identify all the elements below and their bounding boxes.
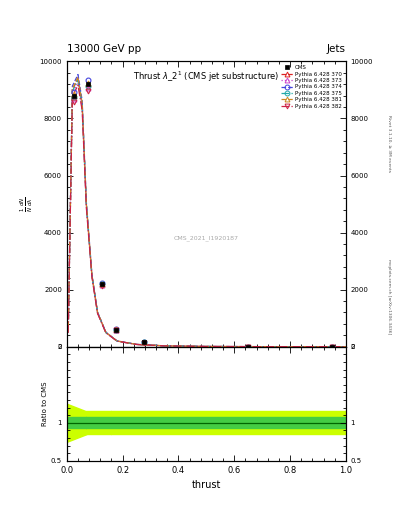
Text: Rivet 3.1.10, ≥ 3M events: Rivet 3.1.10, ≥ 3M events (387, 115, 391, 172)
CMS (85, 81, 90, 88)
X-axis label: thrust: thrust (192, 480, 221, 490)
Text: Jets: Jets (327, 44, 346, 54)
Legend: CMS, Pythia 6.428 370, Pythia 6.428 373, Pythia 6.428 374, Pythia 6.428 375, Pyt: CMS, Pythia 6.428 370, Pythia 6.428 373,… (279, 64, 343, 110)
CMS (329, 344, 334, 350)
Text: Thrust $\lambda\_2^1$ (CMS jet substructure): Thrust $\lambda\_2^1$ (CMS jet substruct… (133, 70, 279, 84)
CMS (72, 93, 76, 99)
CMS (99, 281, 104, 287)
Text: 13000 GeV pp: 13000 GeV pp (67, 44, 141, 54)
Text: mcplots.cern.ch [arXiv:1306.3436]: mcplots.cern.ch [arXiv:1306.3436] (387, 260, 391, 334)
CMS (141, 339, 146, 346)
Y-axis label: $\frac{1}{N}\,\frac{dN}{d\lambda}$: $\frac{1}{N}\,\frac{dN}{d\lambda}$ (19, 196, 35, 212)
Line: CMS: CMS (72, 82, 334, 349)
Text: CMS_2021_I1920187: CMS_2021_I1920187 (174, 236, 239, 241)
CMS (246, 344, 251, 350)
CMS (113, 327, 118, 333)
Y-axis label: Ratio to CMS: Ratio to CMS (42, 381, 48, 426)
